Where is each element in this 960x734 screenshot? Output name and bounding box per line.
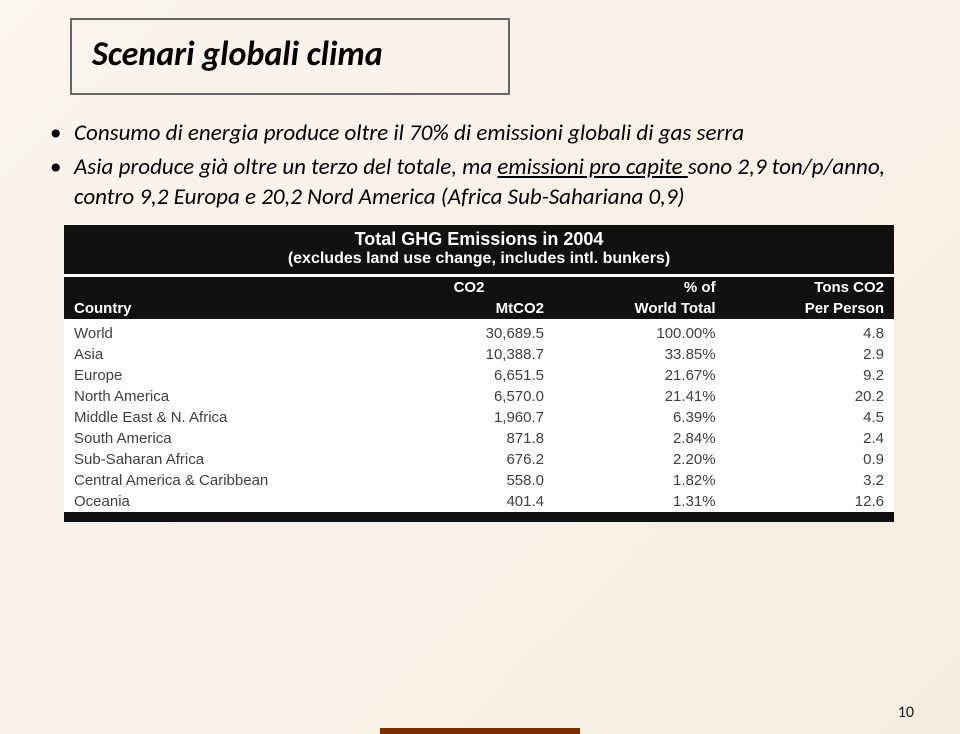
co2-label: CO2	[384, 277, 554, 298]
table-row: Asia10,388.733.85%2.9	[64, 344, 894, 365]
table-row: Middle East & N. Africa1,960.76.39%4.5	[64, 407, 894, 428]
table-row: South America871.82.84%2.4	[64, 428, 894, 449]
table-header-row-1: CO2 % of Tons CO2	[64, 277, 894, 298]
table-row: Europe6,651.521.67%9.2	[64, 365, 894, 386]
table-row: World30,689.5100.00%4.8	[64, 323, 894, 344]
slide-title: Scenari globali clima	[92, 34, 488, 75]
ghg-table: Total GHG Emissions in 2004 (excludes la…	[64, 225, 894, 522]
table-title-1: Total GHG Emissions in 2004	[64, 225, 894, 250]
table-row: Oceania401.41.31%12.6	[64, 491, 894, 512]
title-box: Scenari globali clima	[70, 18, 510, 95]
table-title-2: (excludes land use change, includes intl…	[64, 250, 894, 274]
table-row: Central America & Caribbean558.01.82%3.2	[64, 470, 894, 491]
table-row: Sub-Saharan Africa676.22.20%0.9	[64, 449, 894, 470]
bullet-list: Consumo di energia produce oltre il 70% …	[42, 119, 918, 213]
bullet-item: Consumo di energia produce oltre il 70% …	[50, 119, 898, 149]
mt-header: MtCO2	[384, 298, 554, 319]
pct-header-bot: World Total	[554, 298, 726, 319]
table-header-row-2: Country MtCO2 World Total Per Person	[64, 298, 894, 319]
accent-bar	[380, 728, 580, 734]
country-header: Country	[64, 298, 384, 319]
pp-header-bot: Per Person	[726, 298, 894, 319]
page-number: 10	[898, 703, 914, 722]
pp-header-top: Tons CO2	[726, 277, 894, 298]
pct-header-top: % of	[554, 277, 726, 298]
bullet-item: Asia produce già oltre un terzo del tota…	[50, 153, 898, 213]
table-row: North America6,570.021.41%20.2	[64, 386, 894, 407]
